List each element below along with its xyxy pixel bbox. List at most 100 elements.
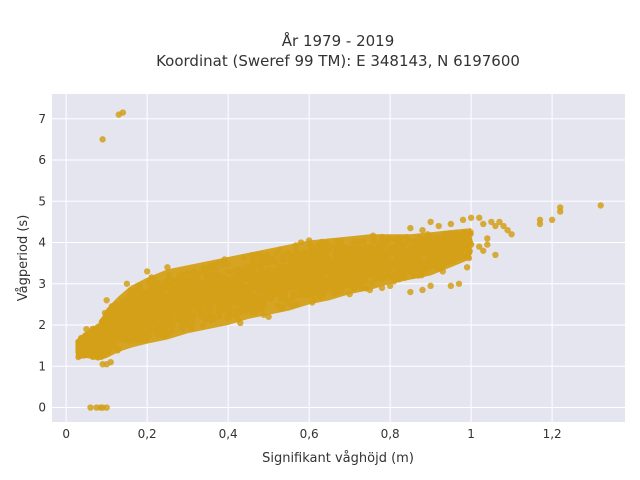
data-point bbox=[427, 234, 434, 241]
data-point bbox=[108, 310, 115, 317]
data-point bbox=[253, 251, 260, 258]
data-point bbox=[281, 290, 288, 297]
data-point bbox=[347, 262, 354, 269]
data-point bbox=[207, 263, 214, 270]
data-point bbox=[358, 270, 365, 277]
data-point bbox=[436, 253, 443, 260]
data-point bbox=[403, 269, 410, 276]
data-point bbox=[327, 280, 334, 287]
data-point bbox=[548, 216, 556, 224]
data-point bbox=[215, 308, 222, 315]
data-point bbox=[385, 263, 392, 270]
data-point bbox=[358, 259, 365, 266]
data-point bbox=[303, 250, 310, 257]
chart-title-line-2: Koordinat (Sweref 99 TM): E 348143, N 61… bbox=[156, 52, 520, 70]
data-point bbox=[248, 276, 255, 283]
data-point bbox=[82, 339, 89, 346]
data-point bbox=[212, 265, 219, 272]
data-point bbox=[435, 222, 442, 230]
data-point bbox=[339, 276, 346, 283]
data-point bbox=[315, 241, 322, 248]
data-point bbox=[370, 232, 377, 239]
data-point bbox=[87, 404, 94, 411]
data-point bbox=[198, 289, 205, 296]
data-point bbox=[241, 303, 248, 310]
x-axis-title: Signifikant våghöjd (m) bbox=[262, 451, 414, 466]
data-point bbox=[168, 327, 175, 334]
data-point bbox=[161, 283, 168, 290]
data-point bbox=[370, 252, 377, 259]
data-point bbox=[378, 284, 386, 292]
data-point bbox=[258, 301, 265, 308]
data-point bbox=[351, 281, 358, 288]
data-point bbox=[378, 257, 385, 264]
data-point bbox=[150, 297, 157, 304]
data-point bbox=[401, 274, 408, 281]
data-point bbox=[114, 347, 121, 354]
data-point bbox=[447, 282, 455, 290]
data-point bbox=[372, 274, 379, 281]
data-point bbox=[100, 352, 107, 359]
data-point bbox=[83, 325, 90, 333]
y-tick-label: 5 bbox=[38, 194, 46, 208]
data-point bbox=[146, 332, 153, 339]
data-point bbox=[106, 337, 113, 344]
data-point bbox=[277, 287, 284, 294]
data-point bbox=[372, 247, 379, 254]
data-point bbox=[164, 264, 171, 271]
data-point bbox=[351, 270, 358, 277]
data-point bbox=[356, 244, 363, 251]
data-point bbox=[434, 234, 441, 241]
data-point bbox=[185, 295, 192, 302]
data-point bbox=[182, 305, 189, 312]
data-point bbox=[363, 268, 370, 275]
y-axis-ticks: 0 1 2 3 4 5 6 7 bbox=[38, 112, 46, 415]
data-point bbox=[137, 283, 144, 290]
data-point bbox=[410, 258, 417, 265]
data-point bbox=[131, 328, 138, 335]
data-point bbox=[162, 302, 169, 309]
data-point bbox=[156, 301, 163, 308]
x-tick-label: 0,6 bbox=[300, 427, 319, 441]
data-point bbox=[149, 315, 156, 322]
data-point bbox=[308, 244, 315, 251]
data-point bbox=[403, 234, 410, 241]
data-point bbox=[96, 343, 103, 350]
data-point bbox=[141, 303, 148, 310]
data-point bbox=[226, 304, 233, 311]
data-point bbox=[378, 235, 386, 242]
data-point bbox=[291, 292, 298, 299]
data-point bbox=[297, 239, 305, 246]
data-point bbox=[428, 256, 435, 263]
data-point bbox=[120, 311, 127, 318]
data-point bbox=[132, 311, 139, 318]
data-point bbox=[260, 312, 267, 319]
data-point bbox=[169, 293, 176, 300]
data-point bbox=[324, 268, 331, 275]
data-point bbox=[354, 263, 361, 270]
data-point bbox=[292, 242, 299, 249]
y-tick-label: 4 bbox=[38, 236, 46, 250]
data-point bbox=[427, 218, 434, 226]
data-point bbox=[75, 338, 82, 345]
data-point bbox=[134, 290, 141, 297]
data-point bbox=[151, 285, 158, 292]
data-point bbox=[336, 248, 343, 255]
data-point bbox=[410, 272, 417, 279]
data-point bbox=[424, 251, 431, 258]
data-point bbox=[297, 286, 304, 293]
data-point bbox=[300, 255, 307, 262]
data-point bbox=[126, 326, 133, 333]
data-point bbox=[112, 336, 119, 343]
data-point bbox=[443, 254, 450, 261]
data-point bbox=[141, 291, 148, 298]
data-point bbox=[557, 208, 564, 215]
data-point bbox=[226, 312, 233, 319]
data-point bbox=[334, 260, 341, 267]
data-point bbox=[360, 254, 367, 261]
data-point bbox=[289, 283, 296, 290]
data-point bbox=[420, 262, 427, 269]
data-point bbox=[174, 276, 181, 283]
data-point bbox=[369, 280, 376, 287]
